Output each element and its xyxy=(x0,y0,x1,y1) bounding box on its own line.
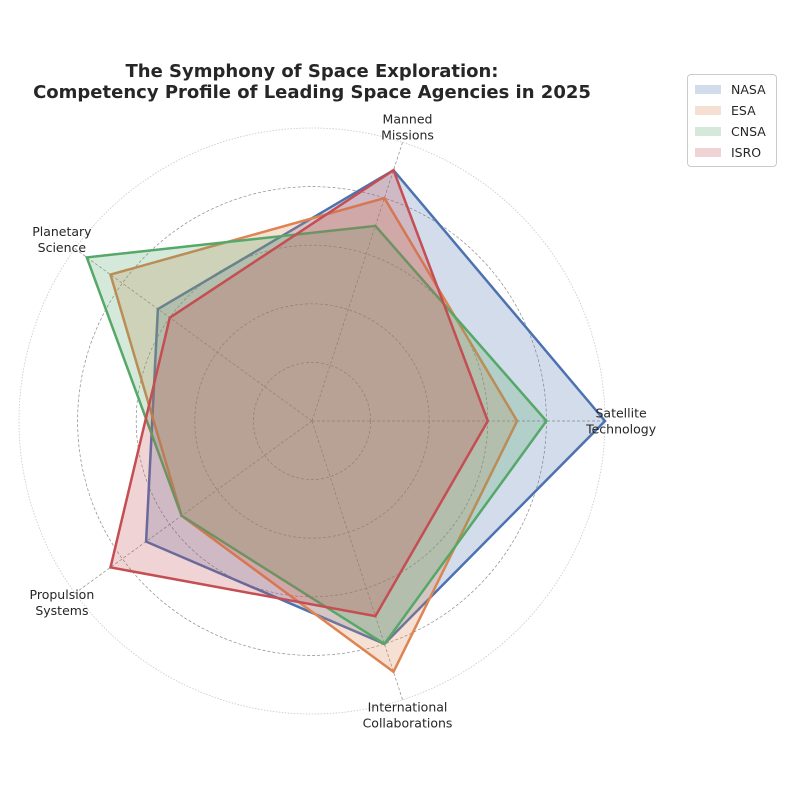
series-area-cnsa xyxy=(86,225,547,644)
chart-title-line-2: Competency Profile of Leading Space Agen… xyxy=(33,82,591,103)
grid-spoke xyxy=(74,420,313,594)
series-nasa xyxy=(144,168,607,646)
data-point-isro xyxy=(169,317,171,319)
legend-swatch xyxy=(695,85,721,94)
axis-label: Satellite Technology xyxy=(585,406,657,437)
grid-spoke xyxy=(311,142,403,422)
data-point-isro xyxy=(393,169,394,171)
legend-swatch xyxy=(695,106,721,115)
data-point-nasa xyxy=(145,541,147,543)
axis-label-line: Technology xyxy=(585,422,657,437)
series-esa xyxy=(108,196,519,674)
radar-series-layer xyxy=(85,168,607,674)
axis-label-line: Collaborations xyxy=(363,716,453,731)
axis-label-line: Satellite xyxy=(595,406,647,421)
series-line-esa xyxy=(108,196,519,674)
data-point-cnsa xyxy=(86,256,88,258)
series-cnsa xyxy=(85,224,548,646)
data-point-isro xyxy=(374,615,376,617)
legend-label: CNSA xyxy=(731,124,766,139)
data-point-esa xyxy=(383,197,385,199)
series-area-isro xyxy=(110,170,488,617)
series-line-nasa xyxy=(144,168,607,646)
axis-labels: Satellite Technology Manned Missions Planeta… xyxy=(30,112,657,731)
legend: NASA ESA CNSA ISRO xyxy=(687,74,777,167)
legend-label: NASA xyxy=(731,82,766,97)
legend-item-cnsa: CNSA xyxy=(688,121,776,142)
data-point-esa xyxy=(516,420,518,422)
axis-label: Propulsion Systems xyxy=(30,587,95,618)
legend-label: ESA xyxy=(731,103,756,118)
grid-ring xyxy=(253,362,371,480)
legend-item-esa: ESA xyxy=(688,100,776,121)
axis-label-line: Manned xyxy=(383,112,433,127)
axis-label-line: Science xyxy=(38,240,87,255)
series-line-isro xyxy=(108,168,490,618)
data-point-esa xyxy=(110,274,111,276)
data-point-cnsa xyxy=(181,515,183,517)
data-point-nasa xyxy=(157,308,159,310)
data-point-esa xyxy=(393,671,394,673)
legend-item-isro: ISRO xyxy=(688,142,776,163)
axis-label-line: Propulsion xyxy=(30,587,95,602)
chart-title: The Symphony of Space Exploration: Compe… xyxy=(0,61,624,103)
data-point-nasa xyxy=(604,420,606,422)
series-area-nasa xyxy=(146,170,605,644)
axis-label-line: Planetary xyxy=(32,224,92,239)
axis-label-line: Systems xyxy=(35,603,88,618)
legend-item-nasa: NASA xyxy=(688,79,776,100)
chart-title-line-1: The Symphony of Space Exploration: xyxy=(125,61,499,82)
series-area-esa xyxy=(110,198,518,672)
axis-label: International Collaborations xyxy=(363,700,453,731)
data-point-cnsa xyxy=(383,643,385,645)
data-point-cnsa xyxy=(545,420,547,422)
axis-label: Manned Missions xyxy=(381,112,434,143)
legend-swatch xyxy=(695,127,721,136)
legend-swatch xyxy=(695,148,721,157)
axis-label: Planetary Science xyxy=(32,224,92,255)
data-point-isro xyxy=(487,420,489,422)
axis-label-line: International xyxy=(368,700,448,715)
grid-spoke xyxy=(311,420,403,700)
series-line-cnsa xyxy=(85,224,548,646)
data-point-isro xyxy=(110,566,111,568)
legend-label: ISRO xyxy=(731,145,762,160)
series-isro xyxy=(108,168,490,618)
data-point-cnsa xyxy=(374,225,376,227)
axis-label-line: Missions xyxy=(381,128,434,143)
grid-spoke xyxy=(74,248,313,422)
